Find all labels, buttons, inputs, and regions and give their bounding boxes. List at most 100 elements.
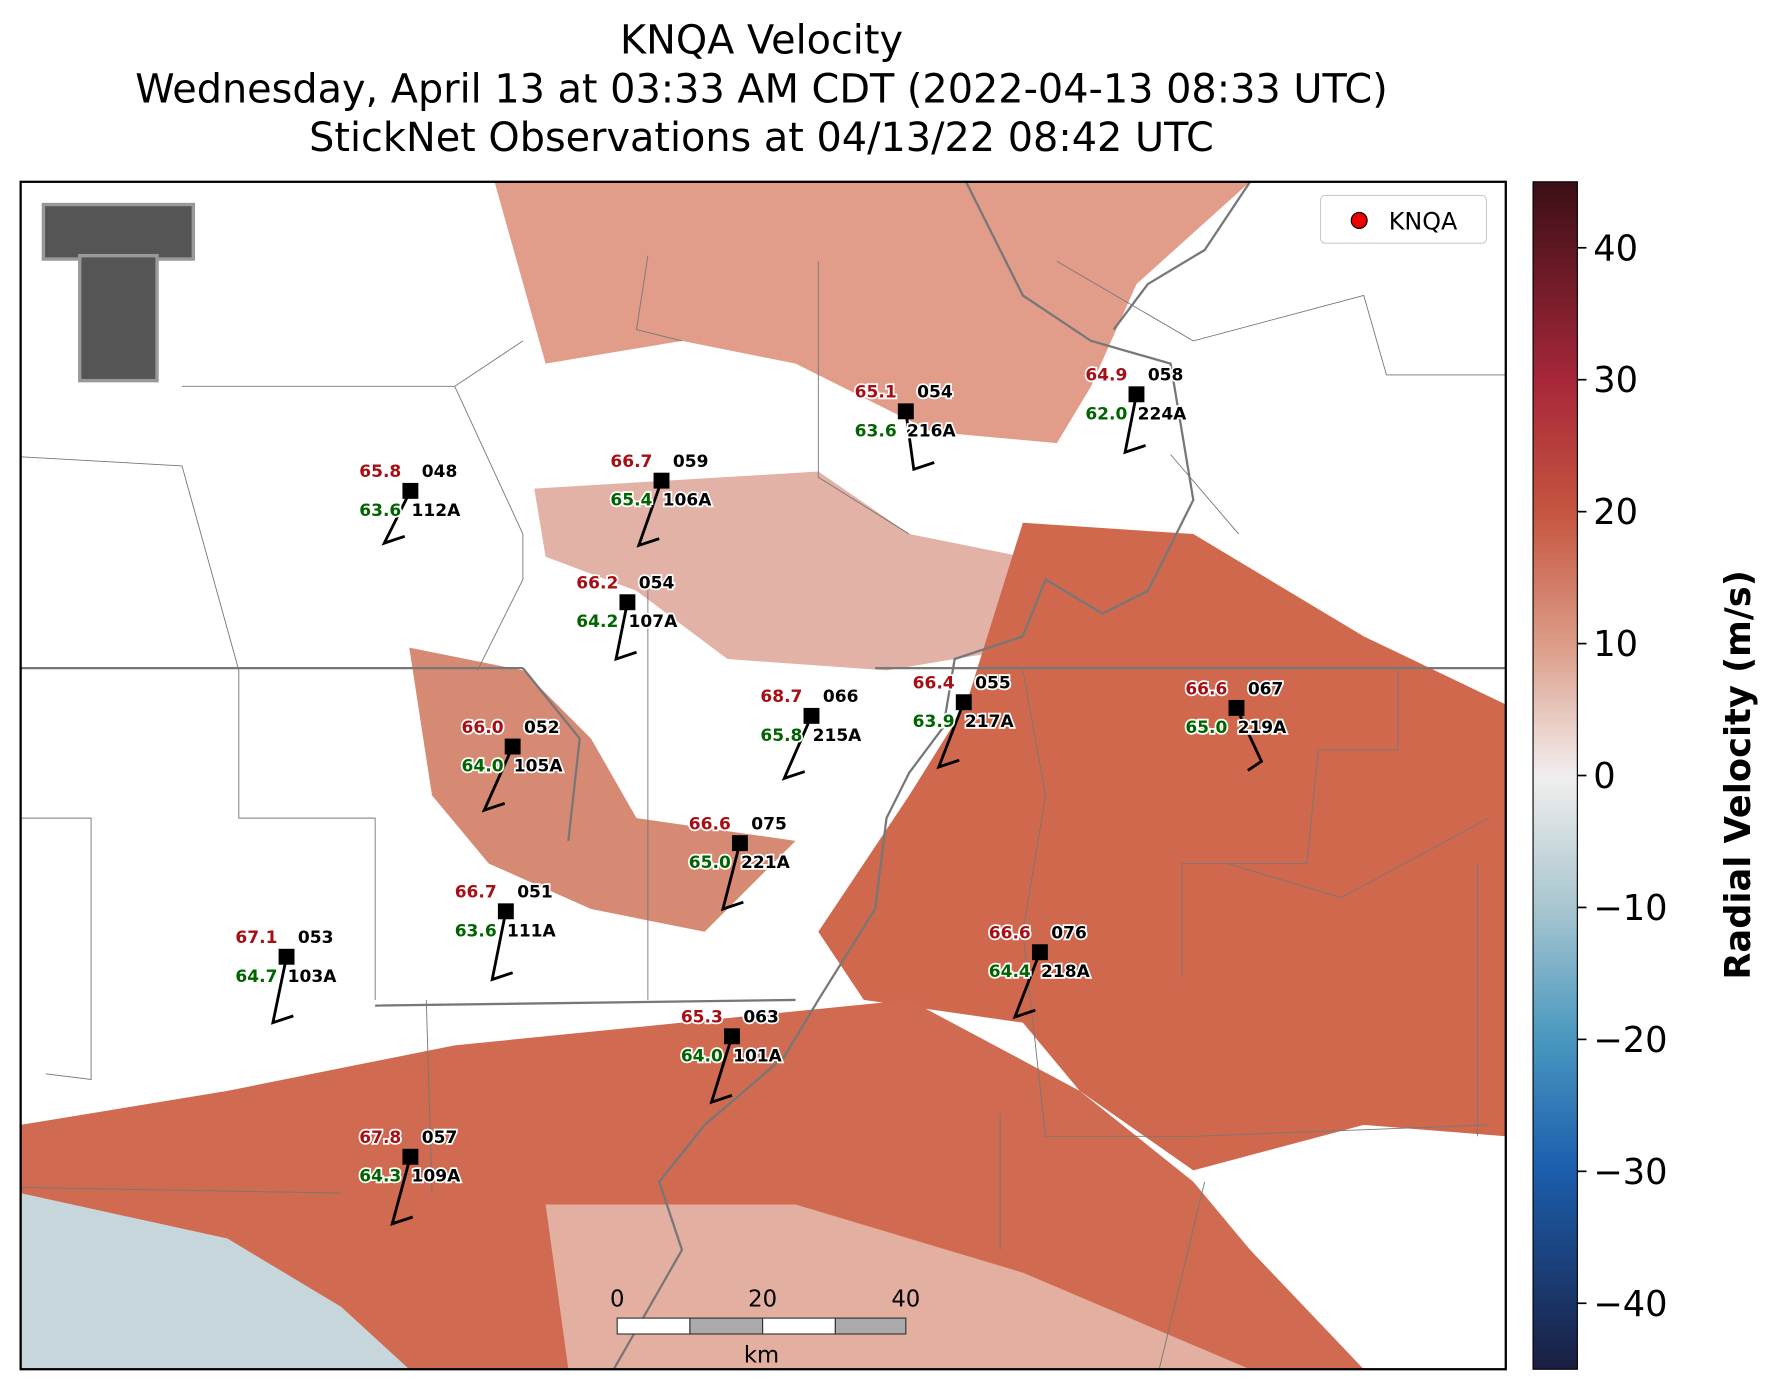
- temperature: 66.7: [455, 883, 497, 903]
- dewpoint: 65.0: [689, 853, 731, 873]
- title-line: Wednesday, April 13 at 03:33 AM CDT (202…: [135, 66, 1387, 112]
- map-frame: [19, 180, 1507, 1371]
- station-marker: [1228, 699, 1245, 716]
- wind-barb: [1012, 951, 1042, 1020]
- station-id: 101A: [733, 1046, 783, 1066]
- station-id: 216A: [907, 421, 957, 441]
- station-code: 054: [639, 574, 675, 594]
- station-code: 075: [751, 814, 787, 834]
- legend-label: KNQA: [1389, 208, 1458, 236]
- temperature: 65.8: [359, 462, 401, 482]
- wind-barb: [936, 701, 966, 770]
- wind-barb: [481, 745, 514, 813]
- station-code: 054: [917, 383, 953, 403]
- dewpoint: 62.0: [1085, 404, 1127, 424]
- colorbar-tick-label: 20: [1593, 492, 1638, 533]
- temperature: 66.6: [989, 924, 1031, 944]
- station-id: 109A: [412, 1167, 462, 1187]
- station-id: 219A: [1238, 718, 1288, 738]
- map: 65.1 054 63.6 216A 64.9 058 62.0 224A 65.8 048 63.…: [20, 181, 1506, 1370]
- station-code: 063: [743, 1008, 779, 1028]
- temperature: 65.3: [681, 1008, 723, 1028]
- station-marker: [1031, 944, 1048, 961]
- temperature: 66.6: [1185, 679, 1227, 699]
- wind-barb: [1235, 707, 1264, 772]
- dewpoint: 64.4: [989, 962, 1031, 982]
- station-marker: [731, 835, 748, 852]
- station-marker: [402, 1148, 419, 1165]
- wind-barb: [390, 1156, 414, 1226]
- dewpoint: 65.4: [610, 491, 652, 511]
- station-marker: [653, 472, 670, 489]
- station-id: 224A: [1138, 404, 1188, 424]
- scale-label: 20: [748, 1287, 777, 1313]
- station-code: 055: [975, 674, 1011, 694]
- legend: KNQA: [1319, 194, 1488, 244]
- station-marker: [897, 403, 914, 420]
- dewpoint: 64.2: [576, 612, 618, 632]
- colorbar-tick-label: 30: [1593, 360, 1638, 401]
- station-code: 067: [1248, 679, 1284, 699]
- dewpoint: 64.0: [681, 1046, 723, 1066]
- dewpoint: 63.9: [913, 712, 955, 732]
- dewpoint: 64.0: [462, 757, 504, 777]
- station-marker: [803, 707, 820, 724]
- temperature: 67.8: [359, 1128, 401, 1148]
- temperature: 65.1: [855, 383, 897, 403]
- temperature: 66.7: [610, 452, 652, 472]
- dewpoint: 64.7: [235, 967, 277, 987]
- dewpoint: 63.6: [359, 501, 401, 521]
- station-marker: [619, 594, 636, 611]
- station-marker: [504, 738, 521, 755]
- colorbar-label: Radial Velocity (m/s): [1718, 570, 1759, 979]
- station-marker: [724, 1028, 740, 1045]
- station-id: 103A: [288, 967, 338, 987]
- colorbar-tick-label: 10: [1593, 624, 1638, 665]
- station-marker: [402, 482, 419, 499]
- station-id: 112A: [412, 501, 462, 521]
- station-marker: [497, 903, 514, 920]
- wind-barb: [720, 842, 744, 912]
- station-id: 221A: [741, 853, 791, 873]
- dewpoint: 65.0: [1185, 718, 1227, 738]
- station-id: 107A: [629, 612, 679, 632]
- dewpoint: 63.6: [855, 421, 897, 441]
- colorbar-tick-label: −20: [1593, 1020, 1667, 1061]
- wind-barb: [904, 411, 935, 472]
- station-id: 215A: [813, 726, 863, 746]
- temperature: 66.6: [689, 814, 731, 834]
- temperature: 66.2: [576, 574, 618, 594]
- station-code: 048: [422, 462, 458, 482]
- scale-label: 0: [610, 1287, 624, 1313]
- colorbar-tick-label: −40: [1593, 1284, 1667, 1325]
- wind-barb: [381, 490, 412, 546]
- station-marker: [955, 694, 972, 711]
- temperature: 66.0: [462, 718, 504, 738]
- temperature: 66.4: [913, 674, 955, 694]
- colorbar-tick-label: −10: [1593, 888, 1667, 929]
- station-id: 218A: [1041, 962, 1091, 982]
- wind-barb: [614, 601, 637, 662]
- scale-unit: km: [744, 1342, 779, 1368]
- wind-barb: [271, 956, 294, 1025]
- station-id: 111A: [507, 921, 557, 941]
- dewpoint: 63.6: [455, 921, 497, 941]
- station-id: 217A: [965, 712, 1015, 732]
- scale-bar: 0 20 40 km: [610, 1287, 920, 1369]
- dewpoint: 64.3: [359, 1167, 401, 1187]
- station-code: 057: [422, 1128, 458, 1148]
- station-code: 052: [524, 718, 560, 738]
- scale-label: 40: [891, 1287, 920, 1313]
- station-id: 105A: [514, 757, 564, 777]
- stations: 65.1 054 63.6 216A 64.9 058 62.0 224A 65.8 048 63.…: [234, 364, 1289, 1226]
- temperature: 64.9: [1085, 366, 1127, 386]
- wind-barb: [709, 1035, 734, 1105]
- title-line: KNQA Velocity: [620, 17, 903, 63]
- wind-barb: [1123, 394, 1147, 455]
- station-id: 106A: [663, 491, 713, 511]
- wind-barb: [781, 715, 813, 781]
- wind-barb: [636, 480, 663, 548]
- station-code: 051: [517, 883, 553, 903]
- station-marker: [1128, 386, 1145, 403]
